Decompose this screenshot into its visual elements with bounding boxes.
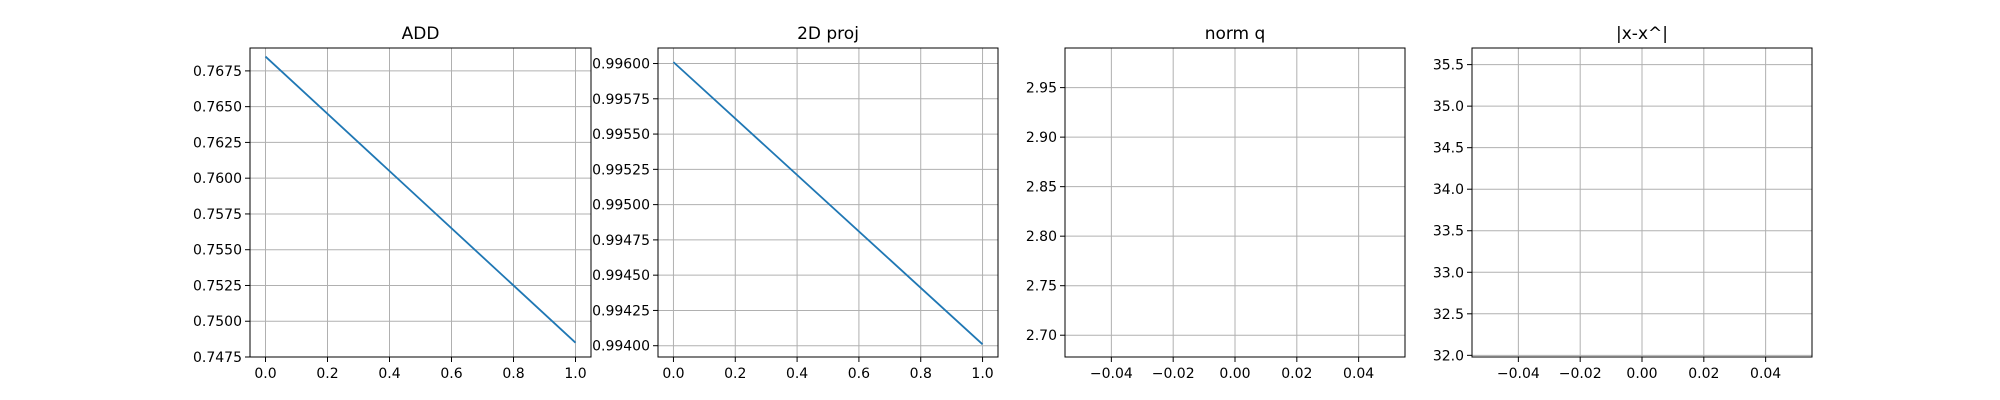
- x-tick-label: −0.02: [1152, 366, 1195, 382]
- y-tick-label: 34.5: [1433, 141, 1464, 157]
- y-tick-label: 35.0: [1433, 99, 1464, 115]
- y-tick-label: 0.99475: [592, 233, 650, 249]
- subplot-title: norm q: [1205, 24, 1266, 44]
- x-tick-label: 0.04: [1343, 366, 1374, 382]
- subplot-1: 0.0 0.2 0.4 0.6 0.8 1.0 0.7475 0.7500 0.7525 0.75…: [193, 24, 592, 382]
- x-tick-label: 0.4: [786, 366, 808, 382]
- x-tick-label: 0.2: [724, 366, 746, 382]
- x-tick-label: 0.0: [662, 366, 684, 382]
- y-tick-label: 0.7600: [193, 171, 242, 187]
- y-tick-label: 0.7650: [193, 100, 242, 116]
- y-tick-label: 2.90: [1026, 130, 1057, 146]
- y-tick-label: 0.99600: [592, 57, 650, 73]
- subplot-2: 0.0 0.2 0.4 0.6 0.8 1.0 0.99400 0.99425 0.99450 0…: [592, 24, 999, 382]
- x-tick-label: 0.8: [502, 366, 524, 382]
- y-tick-label: 0.7550: [193, 243, 242, 259]
- y-tick-label: 0.7500: [193, 314, 242, 330]
- x-tick-label: 0.4: [378, 366, 400, 382]
- y-tick-label: 35.5: [1433, 58, 1464, 74]
- subplot-title: ADD: [402, 24, 440, 44]
- y-tick-label: 0.7475: [193, 350, 242, 366]
- x-tick-label: −0.04: [1090, 366, 1133, 382]
- y-tick-label: 0.99550: [592, 127, 650, 143]
- axes-frame: [249, 47, 592, 358]
- axes-frame: [657, 47, 999, 358]
- y-tick-label: 33.5: [1433, 224, 1464, 240]
- x-tick-label: 1.0: [564, 366, 586, 382]
- y-tick-label: 0.7675: [193, 64, 242, 80]
- subplot-4: −0.04 −0.02 0.00 0.02 0.04 32.0 32.5 33.0 33.5 34…: [1433, 24, 1813, 382]
- y-tick-label: 33.0: [1433, 265, 1464, 281]
- y-tick-label: 0.7575: [193, 207, 242, 223]
- x-tick-label: 0.6: [440, 366, 462, 382]
- y-tick-label: 34.0: [1433, 182, 1464, 198]
- y-tick-label: 0.7525: [193, 278, 242, 294]
- y-tick-label: 0.99500: [592, 198, 650, 214]
- x-tick-label: 0.0: [254, 366, 276, 382]
- y-tick-label: 2.95: [1026, 81, 1057, 97]
- subplot-title: |x-x^|: [1616, 24, 1668, 44]
- y-tick-label: 2.75: [1026, 279, 1057, 295]
- x-tick-label: 0.04: [1750, 366, 1781, 382]
- x-tick-label: −0.02: [1559, 366, 1602, 382]
- y-tick-label: 32.5: [1433, 307, 1464, 323]
- x-tick-label: 0.8: [910, 366, 932, 382]
- x-tick-label: 0.02: [1281, 366, 1312, 382]
- series-line-1: [264, 55, 577, 344]
- x-tick-label: 0.00: [1219, 366, 1250, 382]
- y-tick-label: 0.99575: [592, 92, 650, 108]
- y-tick-label: 2.80: [1026, 229, 1057, 245]
- y-tick-label: 2.70: [1026, 328, 1057, 344]
- y-tick-label: 0.99425: [592, 303, 650, 319]
- y-tick-label: 32.0: [1433, 348, 1464, 364]
- subplot-3: −0.04 −0.02 0.00 0.02 0.04 2.70 2.75 2.80 2.85 2.…: [1026, 24, 1406, 382]
- x-tick-label: 0.6: [848, 366, 870, 382]
- x-tick-label: 0.2: [316, 366, 338, 382]
- x-tick-label: 1.0: [971, 366, 993, 382]
- y-tick-label: 0.99525: [592, 162, 650, 178]
- subplot-title: 2D proj: [797, 24, 859, 44]
- y-tick-label: 0.99400: [592, 339, 650, 355]
- series-line-1: [672, 61, 984, 345]
- x-tick-label: 0.00: [1626, 366, 1657, 382]
- y-tick-label: 0.99450: [592, 268, 650, 284]
- y-tick-label: 0.7625: [193, 135, 242, 151]
- x-tick-label: 0.02: [1688, 366, 1719, 382]
- y-tick-label: 2.85: [1026, 180, 1057, 196]
- x-tick-label: −0.04: [1497, 366, 1540, 382]
